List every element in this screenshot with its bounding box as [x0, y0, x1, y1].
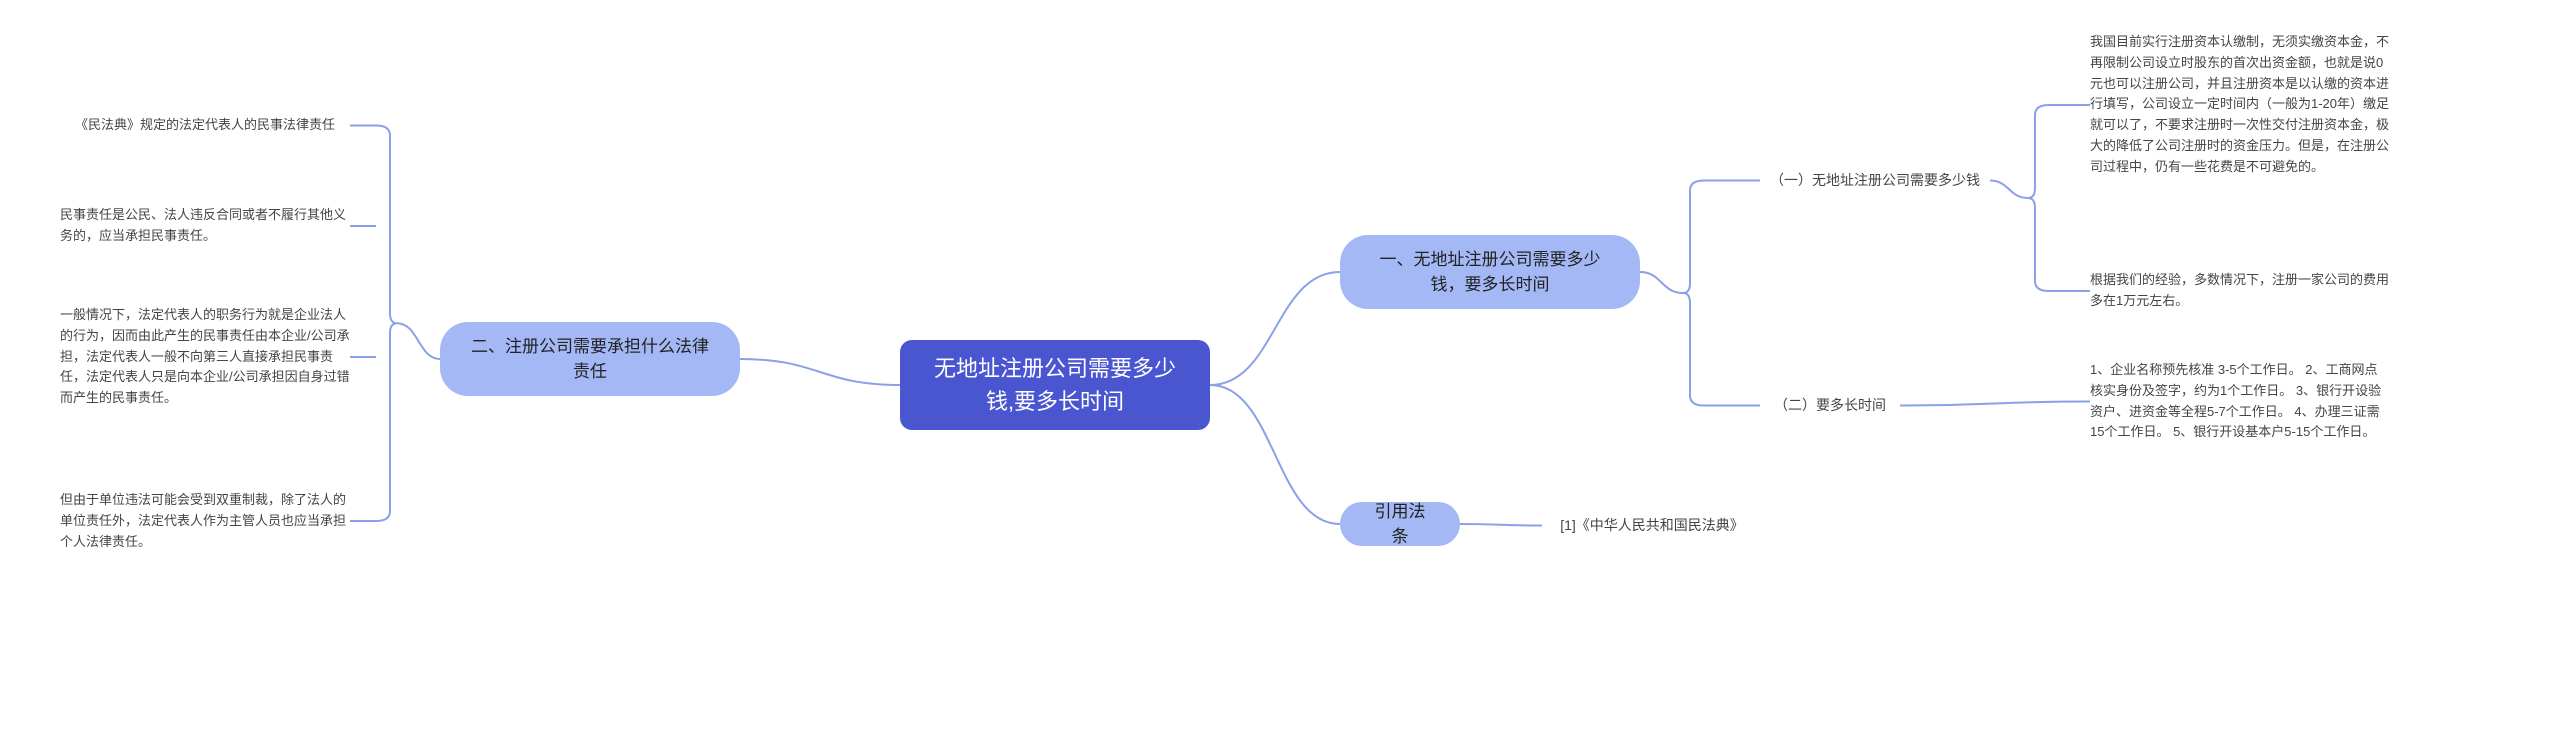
leaf-l3: 1、企业名称预先核准 3-5个工作日。 2、工商网点核实身份及签字，约为1个工作…	[2090, 360, 2390, 443]
sub-s3: [1]《中华人民共和国民法典》	[1542, 515, 1762, 536]
branch-b3: 引用法条	[1340, 502, 1460, 546]
sub-s2: （二）要多长时间	[1760, 395, 1900, 416]
leaf-l1: 我国目前实行注册资本认缴制，无须实缴资本金，不再限制公司设立时股东的首次出资金额…	[2090, 32, 2390, 178]
sub-s1: （一）无地址注册公司需要多少钱	[1760, 170, 1990, 191]
leaf-l7: 但由于单位违法可能会受到双重制裁，除了法人的单位责任外，法定代表人作为主管人员也…	[60, 490, 350, 552]
leaf-l5: 民事责任是公民、法人违反合同或者不履行其他义务的，应当承担民事责任。	[60, 205, 350, 247]
leaf-l2: 根据我们的经验，多数情况下，注册一家公司的费用多在1万元左右。	[2090, 270, 2390, 312]
branch-b2: 二、注册公司需要承担什么法律责任	[440, 322, 740, 396]
branch-b1: 一、无地址注册公司需要多少钱，要多长时间	[1340, 235, 1640, 309]
leaf-l6: 一般情况下，法定代表人的职务行为就是企业法人的行为，因而由此产生的民事责任由本企…	[60, 305, 350, 409]
root-node: 无地址注册公司需要多少钱,要多长时间	[900, 340, 1210, 430]
leaf-l4: 《民法典》规定的法定代表人的民事法律责任	[60, 115, 350, 136]
